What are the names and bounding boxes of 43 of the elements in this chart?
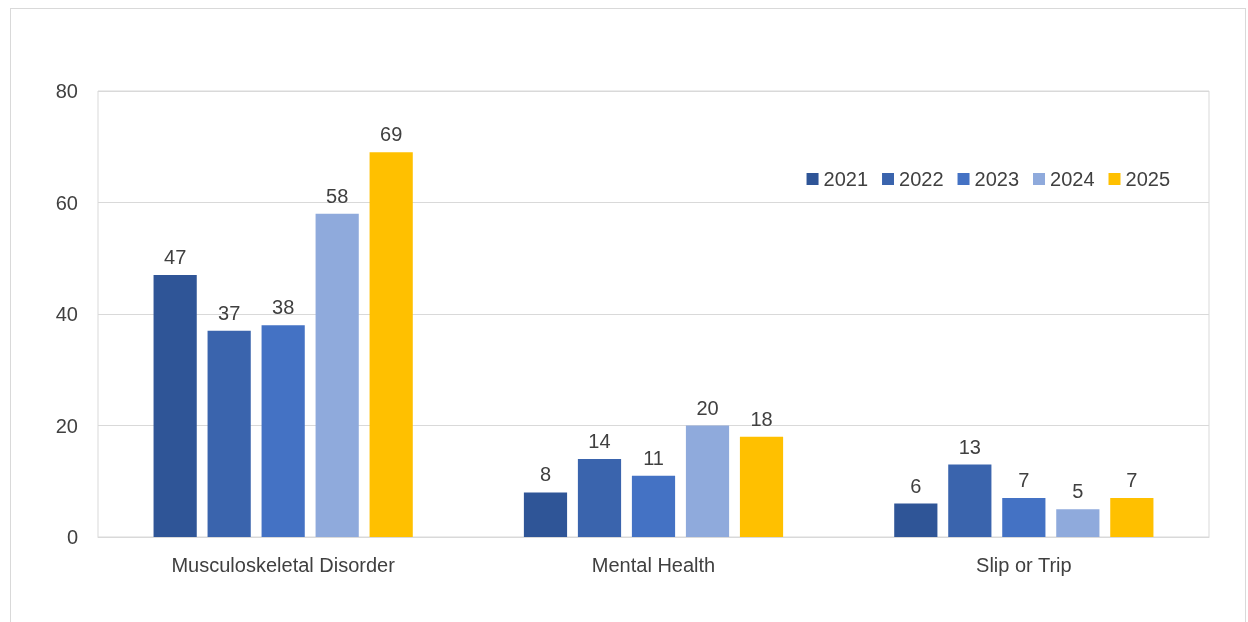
data-label: 7 [1018,468,1030,491]
bar [523,492,568,537]
legend-label: 2025 [1125,168,1171,190]
data-label: 7 [1126,468,1138,491]
y-tick-label: 80 [55,80,78,102]
data-label: 14 [588,429,611,452]
bar [685,425,730,537]
data-label: 6 [910,474,922,497]
data-label: 20 [696,396,719,419]
bar [261,325,305,537]
data-label: 8 [539,463,552,486]
bar [894,503,938,537]
bar [1002,497,1046,537]
legend-label: 2021 [823,168,869,190]
bar [153,274,197,537]
data-label: 5 [1072,480,1084,503]
data-label: 58 [326,184,349,207]
y-tick-label: 20 [55,414,78,437]
data-label: 38 [272,296,295,319]
legend-label: 2023 [974,168,1020,190]
bar [577,458,622,537]
x-tick-label: Musculoskeletal Disorder [171,554,396,576]
bar [315,213,359,537]
data-label: 18 [750,407,773,430]
bar [1056,509,1100,537]
x-tick-label: Slip or Trip [976,554,1072,576]
bar [207,330,251,537]
bar [369,152,413,537]
bar [739,436,784,537]
data-label: 47 [164,245,187,268]
data-label: 11 [643,446,664,469]
data-label: 69 [380,123,403,146]
y-tick-label: 60 [55,191,78,214]
x-tick-label: Mental Health [591,554,716,576]
bar [1110,497,1154,537]
legend-label: 2024 [1050,168,1095,190]
data-label: 13 [958,435,981,458]
y-tick-label: 40 [55,303,78,325]
bar [948,464,992,537]
legend-label: 2022 [899,168,944,190]
y-tick-label: 0 [66,526,78,548]
bar [631,475,676,537]
data-label: 37 [218,301,241,324]
